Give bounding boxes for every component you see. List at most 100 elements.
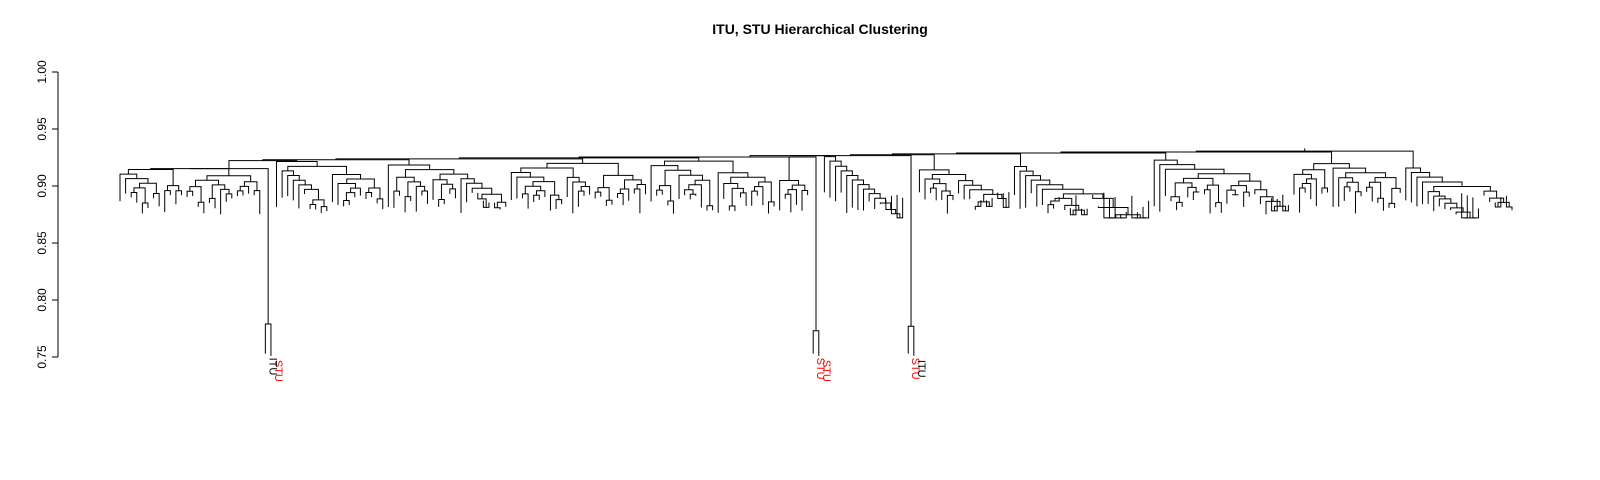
dendrogram-link [572,181,586,214]
dendrogram-link [343,199,350,207]
dendrogram-link [471,187,493,195]
dendrogram-link [790,155,912,327]
dendrogram-link [907,325,915,356]
dendrogram-link [1388,202,1396,208]
dendrogram-link [1368,181,1382,199]
dendrogram-link [678,174,703,200]
dendrogram-link [549,194,560,211]
dendrogram-link [1433,186,1491,192]
y-axis-tick-label: 0.85 [35,231,49,255]
leaf-label: STU [909,358,921,380]
dendrogram-link [1450,207,1464,213]
dendrogram-link [1030,179,1051,194]
dendrogram-link [594,191,602,199]
dendrogram-link [955,152,1167,161]
dendrogram-link [931,173,967,181]
dendrogram-link [535,190,546,198]
dendrogram-link [1273,205,1287,211]
dendrogram-link [253,190,261,215]
dendrogram-link [404,169,455,178]
dendrogram-link [689,193,697,200]
dendrogram-link [694,179,711,206]
dendrogram-link [1444,202,1458,210]
dendrogram-link [350,187,361,196]
dendrogram-link [421,190,428,204]
dendrogram-link [524,185,542,194]
chart-title: ITU, STU Hierarchical Clustering [712,21,928,37]
dendrogram-link [546,162,619,176]
dendrogram-links [119,148,1513,356]
dendrogram-link [784,193,792,213]
dendrogram-link [812,330,820,356]
dendrogram-link [850,154,935,170]
dendrogram-link [650,165,679,202]
dendrogram-link [851,179,864,208]
dendrogram-link [1164,168,1225,197]
dendrogram-link [835,165,848,202]
dendrogram-link [150,168,230,176]
dendrogram-link [754,186,764,206]
dendrogram-link [1265,200,1281,215]
dendrogram-link [1282,194,1289,212]
dendrogram-link [664,169,692,186]
dendrogram-link [1187,186,1197,198]
dendrogram-link [460,178,475,213]
dendrogram-link [1115,214,1141,218]
dendrogram-link [1206,184,1220,203]
dendrogram-link [1064,204,1080,211]
dendrogram-link [578,156,790,181]
dendrogram-link [167,185,180,191]
dendrogram-link [510,172,531,201]
dendrogram-link [963,184,982,200]
dendrogram-link [1062,193,1104,199]
dendrogram-link [1047,204,1055,214]
dendrogram-link [481,193,503,203]
dendrogram-link [365,192,373,199]
dendrogram-link [863,188,876,211]
dendrogram-link [220,188,230,215]
dendrogram-link [1301,182,1312,200]
dendrogram-link [1497,201,1510,207]
dendrogram-link [1489,197,1505,203]
dendrogram-link [846,174,859,213]
dendrogram-link [407,181,421,197]
dendrogram-link [801,190,809,211]
dendrogram-link [924,178,941,200]
dendrogram-link [1366,186,1373,202]
dendrogram-link [874,197,887,210]
dendrogram-link [1174,182,1193,197]
y-axis-tick-label: 0.80 [35,288,49,312]
dendrogram-link [706,205,714,211]
dendrogram-link [891,153,1022,167]
dendrogram-link [730,176,766,184]
dendrogram-link [603,174,634,188]
dendrogram-link [276,161,318,208]
dendrogram-link [139,182,157,194]
dendrogram-link [320,206,328,213]
dendrogram-link [656,189,663,196]
dendrogram-link [1170,196,1180,203]
dendrogram-link [1054,197,1073,206]
dendrogram-link [312,199,325,207]
y-axis-tick-label: 0.95 [35,117,49,141]
dendrogram-link [619,188,630,201]
dendrogram-link [977,201,990,207]
dendrogram-link [494,202,501,210]
dendrogram-link [133,187,146,204]
dendrogram-link [189,186,202,203]
dendrogram-link [723,183,739,199]
dendrogram-link [309,203,317,210]
dendrogram-link [1215,202,1222,213]
dendrogram-link [1472,197,1479,219]
dendrogram-link [119,173,138,202]
dendrogram-link [1410,172,1431,203]
leaf-label: ITU [915,360,927,378]
dendrogram-link [740,192,747,206]
dendrogram-link [243,181,258,191]
y-axis-tick-label: 0.90 [35,174,49,198]
dendrogram-link [918,169,950,193]
dendrogram-link [879,202,892,210]
dendrogram-link [946,195,954,214]
dendrogram-link [415,185,426,212]
